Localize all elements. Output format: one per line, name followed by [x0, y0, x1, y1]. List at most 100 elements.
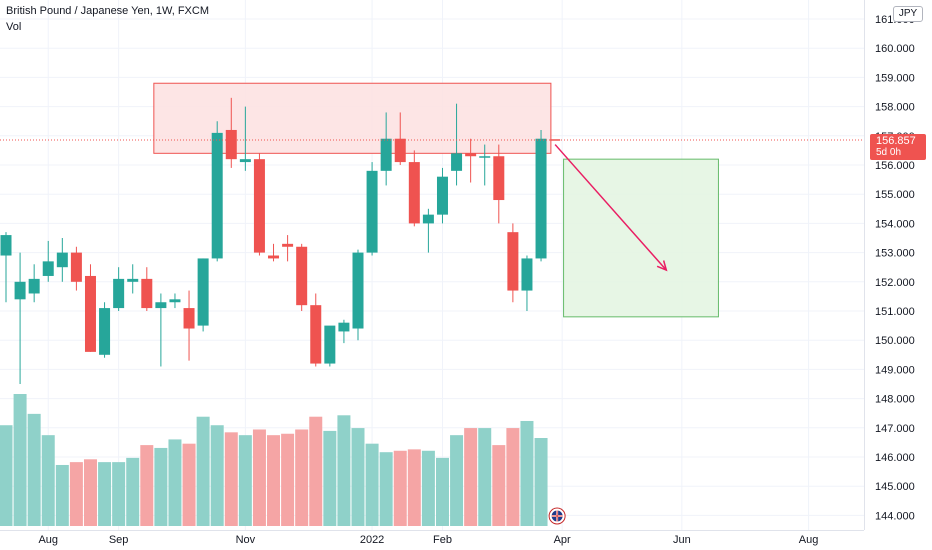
- candle-body: [56, 252, 68, 268]
- price-tick-label: 144.000: [875, 510, 915, 522]
- time-tick-label: Jun: [673, 534, 691, 546]
- candle-body: [0, 235, 12, 256]
- time-tick-label: Aug: [38, 534, 58, 546]
- candle-body: [239, 159, 251, 163]
- candle-body: [493, 156, 505, 201]
- volume-bar: [323, 430, 337, 526]
- time-tick-label: Nov: [236, 534, 256, 546]
- volume-bar: [421, 450, 435, 526]
- volume-bar: [478, 428, 492, 526]
- candle-body: [507, 232, 519, 291]
- candle-body: [42, 261, 54, 276]
- candle-body: [282, 243, 294, 247]
- candle-body: [535, 138, 547, 259]
- volume-bar: [365, 443, 379, 526]
- volume-indicator-label[interactable]: Vol: [6, 21, 22, 33]
- volume-bar: [224, 432, 238, 526]
- candle-body: [70, 252, 82, 282]
- candle-body: [296, 246, 308, 306]
- arrow-head: [656, 260, 668, 272]
- candle-body: [394, 138, 406, 163]
- candle-body: [127, 278, 139, 282]
- volume-bar: [112, 462, 126, 526]
- volume-bar: [140, 445, 154, 526]
- volume-bar: [83, 459, 97, 526]
- volume-bar: [534, 438, 548, 526]
- candle-body: [28, 278, 40, 294]
- projection-arrow: [554, 144, 667, 271]
- volume-bar: [182, 443, 196, 526]
- candle-body: [465, 153, 477, 157]
- volume-bar: [281, 433, 295, 526]
- volume-bar: [464, 428, 478, 526]
- candle-body: [183, 308, 195, 329]
- candle-body: [268, 255, 280, 259]
- volume-bar: [407, 449, 421, 526]
- volume-bars: [0, 394, 548, 526]
- overlays: [0, 139, 864, 525]
- volume-bar: [267, 435, 281, 526]
- price-tick-label: 145.000: [875, 481, 915, 493]
- candle-body: [84, 275, 96, 352]
- candle-body: [451, 153, 463, 171]
- volume-bar: [0, 425, 13, 526]
- volume-bar: [393, 450, 407, 526]
- volume-bar: [506, 428, 520, 526]
- price-tick-label: 146.000: [875, 452, 915, 464]
- symbol-title[interactable]: British Pound / Japanese Yen, 1W, FXCM: [6, 5, 210, 17]
- volume-bar: [520, 420, 534, 526]
- price-tick-label: 152.000: [875, 277, 915, 289]
- volume-bar: [492, 445, 506, 526]
- volume-bar: [196, 416, 210, 526]
- price-tick-label: 151.000: [875, 306, 915, 318]
- candle-body: [14, 281, 26, 300]
- price-tick-label: 150.000: [875, 335, 915, 347]
- currency-badge[interactable]: JPY: [893, 6, 923, 22]
- volume-bar: [295, 429, 309, 526]
- candle-body: [408, 162, 420, 224]
- candle-body: [521, 258, 533, 291]
- time-axis[interactable]: Aug Sep Nov 2022 Feb Apr Jun Aug: [0, 530, 864, 547]
- volume-bar: [210, 425, 224, 526]
- candle-body: [422, 214, 434, 224]
- price-tick-label: 155.000: [875, 189, 915, 201]
- price-tick-label: 158.000: [875, 102, 915, 114]
- price-tick-label: 147.000: [875, 423, 915, 435]
- candle-body: [324, 325, 336, 364]
- volume-bar: [435, 457, 449, 526]
- candle-body: [113, 278, 125, 309]
- price-tick-label: 149.000: [875, 364, 915, 376]
- candle-countdown: 5d 0h: [876, 147, 902, 158]
- candle-body: [479, 156, 491, 158]
- price-tick-label: 153.000: [875, 248, 915, 260]
- volume-bar: [126, 457, 140, 526]
- candle-body: [197, 258, 209, 326]
- candle-body: [99, 308, 111, 355]
- volume-bar: [337, 415, 351, 526]
- volume-bar: [27, 413, 41, 526]
- candle-body: [253, 159, 265, 253]
- price-tick-label: 160.000: [875, 43, 915, 55]
- volume-bar: [252, 429, 266, 526]
- grid: [0, 0, 864, 530]
- candle-body: [366, 170, 378, 253]
- candle-body: [141, 278, 153, 309]
- candle-body: [436, 176, 448, 215]
- volume-bar: [351, 428, 365, 526]
- candle-body: [352, 252, 364, 329]
- volume-bar: [309, 416, 323, 526]
- price-tick-label: 159.000: [875, 72, 915, 84]
- time-tick-label: Sep: [109, 534, 129, 546]
- last-price-tag: 156.857 5d 0h: [870, 134, 926, 160]
- candle-body: [310, 305, 322, 364]
- price-axis[interactable]: 144.000 145.000 146.000 147.000 148.000 149.0…: [864, 0, 915, 530]
- candle-body: [380, 138, 392, 171]
- price-tick-label: 156.000: [875, 160, 915, 172]
- volume-bar: [238, 435, 252, 526]
- time-tick-label: Apr: [554, 534, 571, 546]
- price-tick-label: 148.000: [875, 394, 915, 406]
- time-tick-label: 2022: [360, 534, 384, 546]
- uk-flag-icon: [548, 507, 566, 525]
- volume-bar: [168, 439, 182, 526]
